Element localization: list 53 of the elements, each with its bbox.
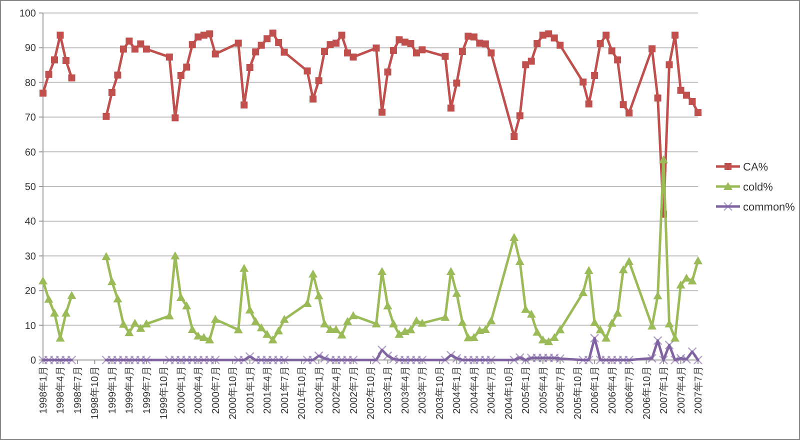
- x-tick-label: 2005年10月: [572, 366, 584, 420]
- x-tick-label: 1999年4月: [124, 366, 136, 414]
- x-tick-label: 2006年1月: [589, 366, 602, 414]
- x-tick-label: 2002年1月: [313, 366, 326, 414]
- x-tick-label: 2002年10月: [365, 366, 377, 420]
- legend-label: common%: [743, 202, 796, 214]
- x-tick-label: 2007年7月: [692, 366, 704, 414]
- x-tick-label: 2002年7月: [348, 366, 360, 414]
- legend-label: cold%: [743, 182, 774, 194]
- x-tick-label: 2003年4月: [399, 366, 412, 414]
- x-tick-label: 1998年10月: [89, 366, 102, 420]
- y-tick-label: 70: [24, 112, 36, 124]
- x-tick-label: 2000年1月: [175, 366, 188, 414]
- y-tick-label: 0: [30, 356, 36, 366]
- y-tick-label: 50: [24, 182, 36, 193]
- x-tick-label: 1999年1月: [106, 366, 118, 414]
- x-tick-label: 2001年7月: [278, 366, 291, 414]
- y-tick-label: 100: [19, 8, 36, 20]
- y-tick-label: 10: [24, 320, 36, 332]
- x-tick-label: 2004年10月: [502, 366, 515, 420]
- legend-label: CA%: [743, 162, 768, 174]
- x-tick-label: 2005年4月: [537, 366, 550, 414]
- x-tick-label: 2007年4月: [675, 366, 688, 414]
- y-tick-label: 80: [24, 78, 36, 89]
- x-tick-label: 2005年1月: [520, 366, 532, 414]
- y-tick-label: 90: [24, 43, 36, 54]
- x-tick-label: 2003年1月: [382, 366, 394, 414]
- x-tick-label: 2004年7月: [486, 366, 498, 414]
- x-tick-label: 2006年7月: [624, 366, 636, 414]
- x-tick-label: 1999年7月: [140, 366, 153, 414]
- x-tick-label: 2001年4月: [262, 366, 274, 414]
- x-tick-label: 2000年4月: [192, 366, 205, 414]
- x-tick-label: 2000年10月: [227, 366, 240, 420]
- x-tick-label: 1998年7月: [72, 366, 84, 414]
- x-tick-label: 2004年4月: [468, 366, 480, 414]
- x-tick-label: 1998年4月: [54, 366, 67, 414]
- y-tick-label: 30: [24, 251, 36, 262]
- x-tick-label: 2001年10月: [296, 366, 308, 420]
- x-tick-label: 2002年4月: [330, 366, 343, 414]
- x-tick-label: 2004年1月: [451, 366, 464, 414]
- x-tick-label: 2000年7月: [210, 366, 222, 414]
- x-tick-label: 2007年1月: [658, 366, 670, 414]
- x-tick-label: 2001年1月: [244, 366, 256, 414]
- y-tick-label: 60: [24, 147, 36, 158]
- y-tick-label: 40: [24, 216, 36, 228]
- x-tick-label: 2003年10月: [434, 366, 446, 420]
- x-tick-label: 2005年7月: [554, 366, 567, 414]
- x-tick-label: 2006年4月: [606, 366, 618, 414]
- x-tick-label: 1999年10月: [158, 366, 170, 420]
- x-tick-label: 2006年10月: [640, 366, 653, 420]
- x-tick-label: 2003年7月: [416, 366, 429, 414]
- y-tick-label: 20: [24, 286, 36, 298]
- x-tick-label: 1998年1月: [38, 366, 50, 414]
